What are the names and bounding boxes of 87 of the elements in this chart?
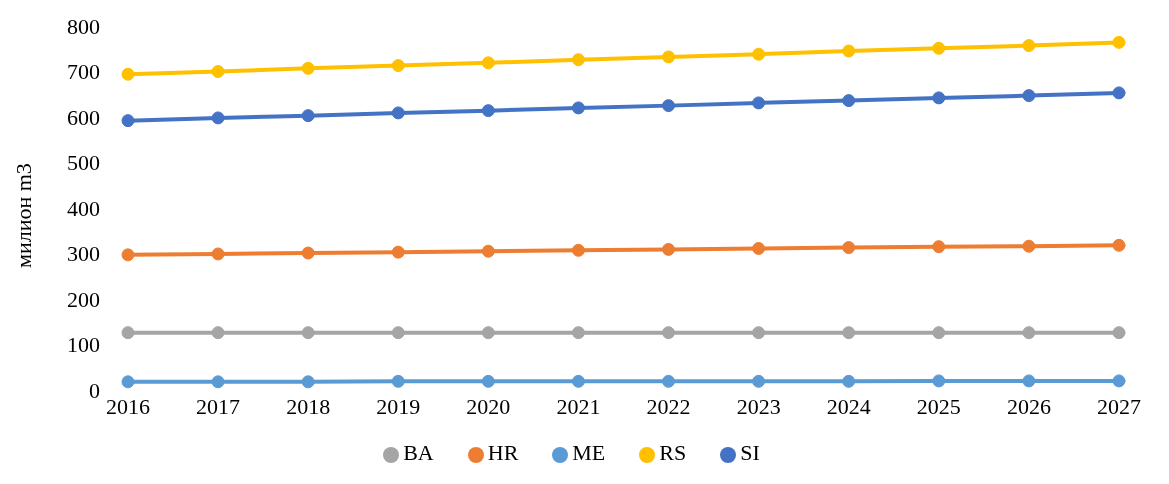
point — [481, 56, 495, 70]
y-tick-label: 500 — [67, 150, 100, 176]
y-tick-label: 800 — [67, 13, 100, 39]
y-tick-label: 0 — [89, 377, 100, 403]
x-tick-label: 2025 — [916, 393, 961, 419]
point — [752, 47, 766, 61]
point — [211, 326, 225, 340]
point — [121, 67, 135, 81]
point — [1112, 35, 1126, 49]
point — [391, 326, 405, 340]
legend-label: BA — [403, 440, 434, 465]
y-tick-label: 300 — [67, 241, 100, 267]
x-tick-label: 2020 — [466, 393, 511, 419]
point — [391, 59, 405, 73]
point — [481, 244, 495, 258]
point — [301, 61, 315, 75]
point — [932, 240, 946, 254]
y-axis-title: милион m3 — [10, 163, 36, 268]
x-tick-label: 2021 — [556, 393, 601, 419]
point — [1112, 326, 1126, 340]
point — [481, 326, 495, 340]
y-tick-label: 700 — [67, 59, 100, 85]
point — [1022, 326, 1036, 340]
point — [211, 65, 225, 78]
point — [121, 326, 135, 340]
point — [662, 99, 676, 113]
point — [301, 246, 315, 260]
point — [662, 374, 676, 388]
y-tick-label: 600 — [67, 104, 100, 130]
point — [481, 104, 495, 118]
legend-label: SI — [740, 440, 760, 465]
point — [842, 94, 856, 108]
point — [842, 44, 856, 58]
point — [121, 114, 135, 128]
x-tick-label: 2016 — [106, 393, 150, 419]
point — [932, 41, 946, 55]
point — [932, 91, 946, 105]
point — [662, 50, 676, 64]
point — [211, 247, 225, 261]
point — [1022, 89, 1036, 103]
point — [301, 375, 315, 389]
y-tick-label: 400 — [67, 195, 100, 221]
point — [932, 374, 946, 388]
x-tick-label: 2027 — [1097, 393, 1141, 419]
point — [571, 53, 585, 67]
point — [391, 245, 405, 259]
x-tick-label: 2018 — [286, 393, 331, 419]
point — [842, 241, 856, 255]
point — [571, 101, 585, 115]
point — [211, 111, 225, 125]
point — [1022, 239, 1036, 253]
point — [752, 242, 766, 255]
point — [121, 375, 135, 389]
x-tick-label: 2017 — [196, 393, 241, 419]
point — [1022, 39, 1036, 53]
point — [752, 96, 766, 110]
x-tick-label: 2019 — [376, 393, 421, 419]
x-tick-label: 2022 — [646, 393, 691, 419]
point — [1112, 238, 1126, 252]
point — [571, 374, 585, 388]
point — [1022, 374, 1036, 388]
point — [481, 374, 495, 388]
x-tick-label: 2026 — [1006, 393, 1051, 419]
y-tick-label: 200 — [67, 286, 100, 312]
point — [121, 248, 135, 262]
point — [842, 326, 856, 340]
point — [211, 375, 225, 389]
point — [932, 326, 946, 340]
point — [1112, 86, 1126, 100]
point — [571, 243, 585, 257]
point — [301, 326, 315, 340]
point — [662, 326, 676, 340]
legend-label: ME — [572, 440, 606, 465]
point — [752, 326, 766, 340]
legend-label: HR — [487, 440, 519, 465]
point — [301, 109, 315, 123]
point — [1112, 374, 1126, 388]
point — [391, 106, 405, 120]
point — [662, 242, 676, 256]
y-tick-label: 100 — [67, 332, 100, 358]
x-tick-label: 2023 — [736, 393, 781, 419]
x-tick-label: 2024 — [826, 393, 871, 419]
point — [391, 374, 405, 388]
point — [752, 374, 766, 388]
point — [571, 326, 585, 340]
legend-label: RS — [659, 440, 687, 465]
point — [842, 374, 856, 388]
